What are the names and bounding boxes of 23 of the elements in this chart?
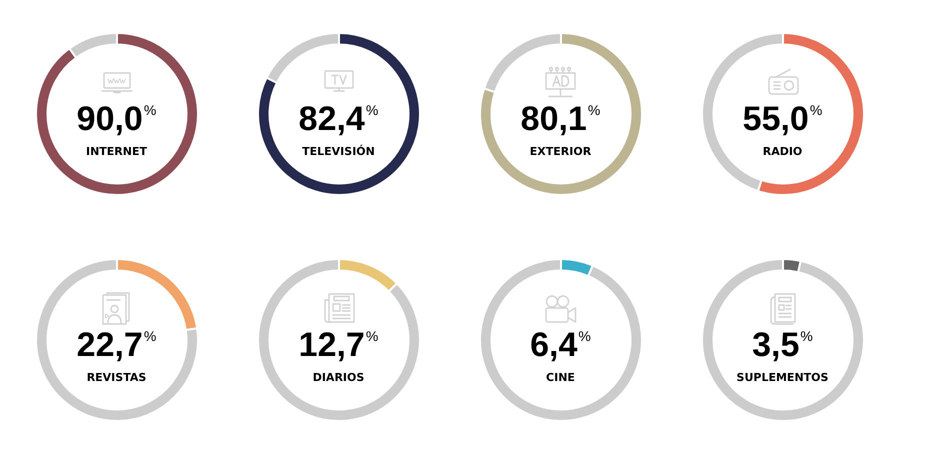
text: 3,5$^{%}$ bbox=[752, 326, 813, 364]
donut-slice bbox=[256, 32, 420, 196]
donut-slice bbox=[34, 258, 198, 422]
text: 80,1$^{%}$ bbox=[520, 100, 600, 138]
text: 90,0$^{%}$ bbox=[76, 100, 156, 138]
text: INTERNET bbox=[86, 144, 147, 158]
text: 6,4$^{%}$ bbox=[530, 326, 591, 364]
text: 55,0$^{%}$ bbox=[742, 100, 822, 138]
text: RADIO bbox=[762, 144, 802, 158]
text: TELEVISIÓN bbox=[302, 144, 375, 158]
text: EXTERIOR bbox=[530, 144, 592, 158]
text: SUPLEMENTOS bbox=[736, 370, 828, 384]
donut-slice bbox=[700, 258, 864, 422]
text: CINE bbox=[546, 370, 575, 384]
text: 82,4$^{%}$ bbox=[298, 100, 378, 138]
donut-slice bbox=[478, 32, 642, 196]
donut-slice bbox=[256, 258, 420, 422]
text: 12,7$^{%}$ bbox=[298, 326, 378, 364]
text: 22,7$^{%}$ bbox=[76, 326, 156, 364]
text: DIARIOS bbox=[312, 370, 364, 384]
text: REVISTAS bbox=[86, 370, 146, 384]
donut-slice bbox=[34, 32, 198, 196]
donut-slice bbox=[478, 258, 642, 422]
